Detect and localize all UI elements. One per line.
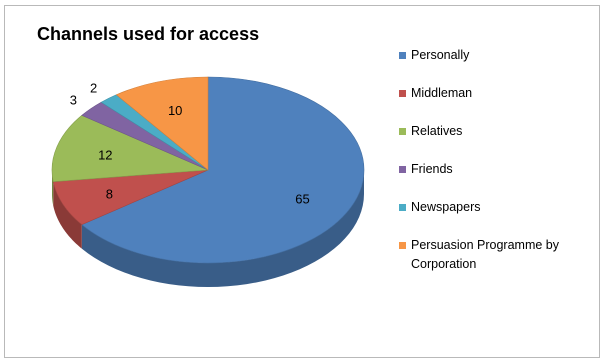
legend-item-relatives: Relatives (399, 122, 586, 141)
data-label-friends: 3 (70, 92, 77, 107)
legend-swatch (399, 204, 406, 211)
data-label-personally: 65 (295, 192, 309, 207)
legend-label: Friends (411, 162, 453, 176)
data-label-persuasion-programme-by-corporation: 10 (168, 103, 182, 118)
data-label-relatives: 12 (98, 147, 112, 162)
pie-side-relatives (52, 170, 54, 206)
pie-slice-personally (81, 76, 365, 264)
legend-label: Middleman (411, 86, 473, 100)
pie-slice-relatives (51, 114, 209, 182)
legend-item-middleman: Middleman (399, 84, 586, 103)
legend-swatch (399, 128, 406, 135)
chart-title: Channels used for access (37, 24, 260, 44)
legend-item-friends: Friends (399, 160, 586, 179)
legend-swatch (399, 90, 406, 97)
legend-label: Personally (411, 48, 470, 62)
pie-side-middleman (53, 181, 82, 249)
legend-label: Persuasion Programme by Corporation (411, 238, 559, 271)
legend-item-personally: Personally (399, 46, 586, 65)
legend-label: Newspapers (411, 200, 481, 214)
pie-slice-persuasion-programme-by-corporation (115, 76, 209, 171)
legend-item-persuasion-programme-by-corporation: Persuasion Programme by Corporation (399, 236, 586, 274)
data-label-newspapers: 2 (90, 81, 97, 96)
legend-label: Relatives (411, 124, 463, 138)
legend-swatch (399, 52, 406, 59)
data-label-middleman: 8 (106, 186, 113, 201)
legend-swatch (399, 166, 406, 173)
legend-swatch (399, 242, 406, 249)
pie-side-personally (81, 170, 364, 287)
legend-item-newspapers: Newspapers (399, 198, 586, 217)
